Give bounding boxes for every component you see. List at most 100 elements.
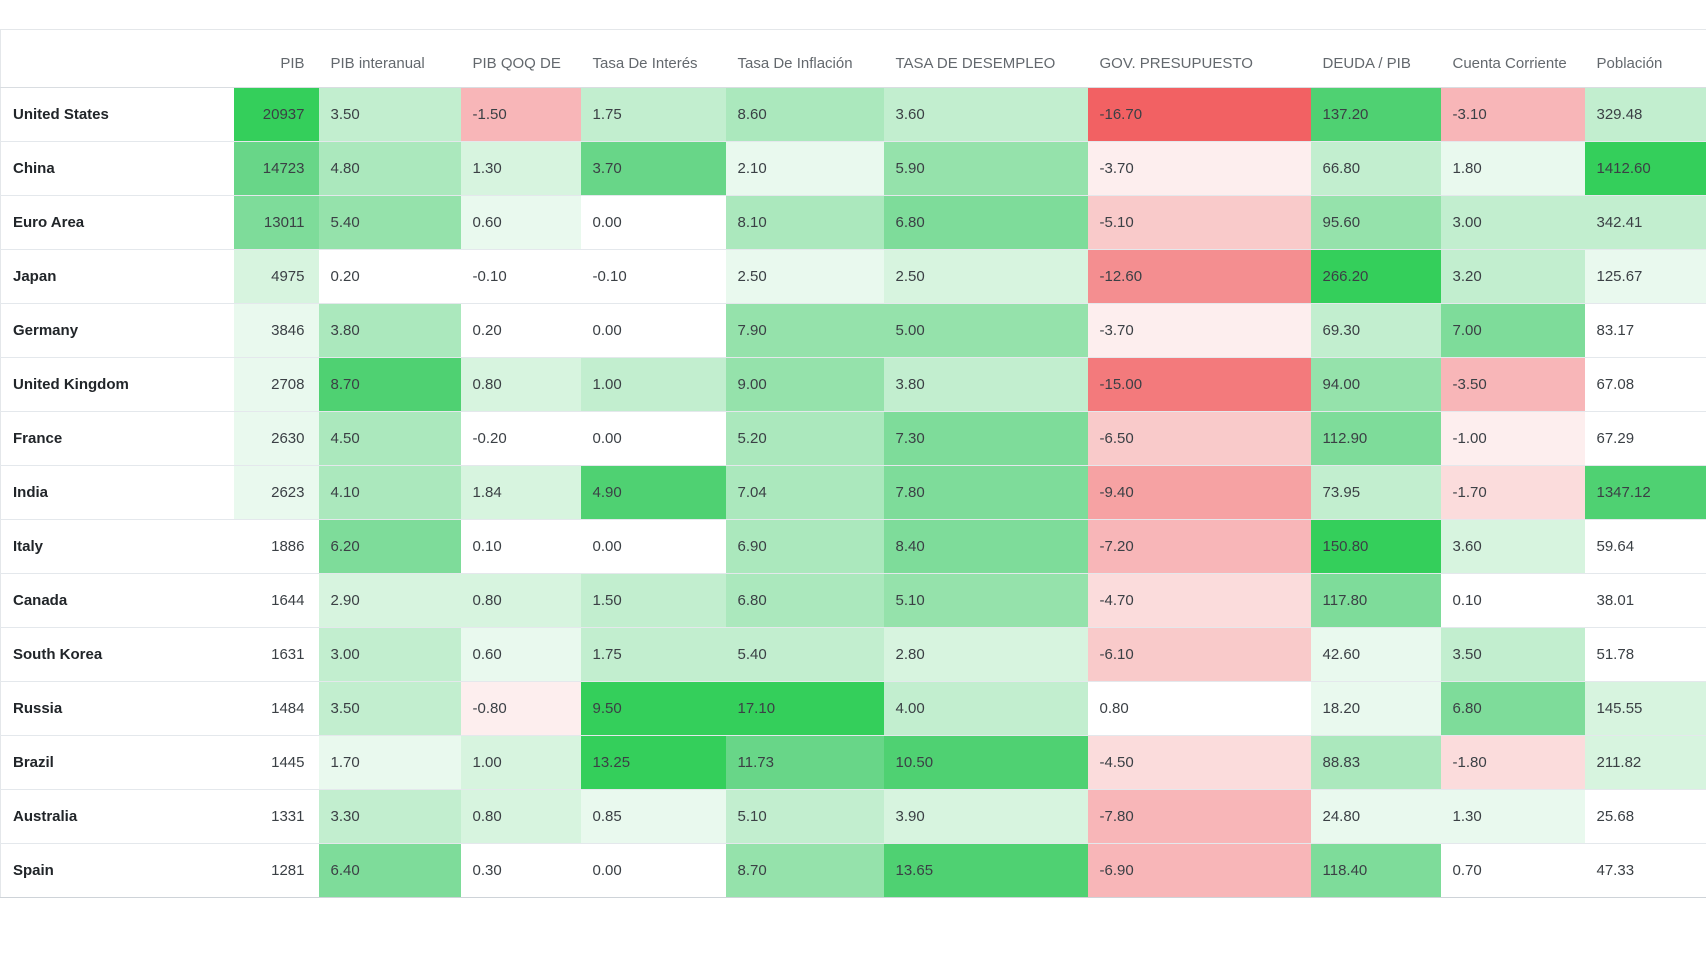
cell-poblacion: 67.08 xyxy=(1585,358,1706,412)
cell-interes: 13.25 xyxy=(581,736,726,790)
cell-inflacion: 17.10 xyxy=(726,682,884,736)
cell-interes: 1.75 xyxy=(581,628,726,682)
cell-qoq: -0.80 xyxy=(461,682,581,736)
cell-qoq: -0.20 xyxy=(461,412,581,466)
column-header-qoq[interactable]: PIB QOQ DE xyxy=(461,30,581,88)
cell-interes: 0.00 xyxy=(581,196,726,250)
cell-presupuesto: -3.70 xyxy=(1088,304,1311,358)
column-header-deuda[interactable]: DEUDA / PIB xyxy=(1311,30,1441,88)
cell-pib: 20937 xyxy=(234,88,319,142)
column-header-cuenta[interactable]: Cuenta Corriente xyxy=(1441,30,1585,88)
country-cell[interactable]: China xyxy=(1,142,234,196)
cell-inflacion: 7.90 xyxy=(726,304,884,358)
cell-inflacion: 5.40 xyxy=(726,628,884,682)
cell-pib: 1644 xyxy=(234,574,319,628)
cell-poblacion: 1412.60 xyxy=(1585,142,1706,196)
cell-interanual: 3.50 xyxy=(319,682,461,736)
country-cell[interactable]: Japan xyxy=(1,250,234,304)
column-header-desempleo[interactable]: TASA DE DESEMPLEO xyxy=(884,30,1088,88)
cell-cuenta: -3.10 xyxy=(1441,88,1585,142)
cell-pib: 2708 xyxy=(234,358,319,412)
cell-poblacion: 125.67 xyxy=(1585,250,1706,304)
cell-interes: 0.00 xyxy=(581,304,726,358)
cell-inflacion: 2.10 xyxy=(726,142,884,196)
column-header-inflacion[interactable]: Tasa De Inflación xyxy=(726,30,884,88)
country-cell[interactable]: India xyxy=(1,466,234,520)
cell-desempleo: 3.80 xyxy=(884,358,1088,412)
cell-interes: 3.70 xyxy=(581,142,726,196)
cell-presupuesto: -6.50 xyxy=(1088,412,1311,466)
cell-interanual: 3.80 xyxy=(319,304,461,358)
cell-interes: 0.00 xyxy=(581,844,726,898)
cell-pib: 1331 xyxy=(234,790,319,844)
column-header-poblacion[interactable]: Población xyxy=(1585,30,1706,88)
country-cell[interactable]: South Korea xyxy=(1,628,234,682)
country-cell[interactable]: Russia xyxy=(1,682,234,736)
cell-poblacion: 145.55 xyxy=(1585,682,1706,736)
cell-qoq: 0.80 xyxy=(461,790,581,844)
country-cell[interactable]: France xyxy=(1,412,234,466)
cell-desempleo: 5.90 xyxy=(884,142,1088,196)
cell-deuda: 73.95 xyxy=(1311,466,1441,520)
cell-presupuesto: -7.80 xyxy=(1088,790,1311,844)
cell-inflacion: 7.04 xyxy=(726,466,884,520)
cell-pib: 1631 xyxy=(234,628,319,682)
cell-interanual: 3.50 xyxy=(319,88,461,142)
cell-pib: 1281 xyxy=(234,844,319,898)
cell-cuenta: 3.20 xyxy=(1441,250,1585,304)
cell-cuenta: 3.00 xyxy=(1441,196,1585,250)
cell-desempleo: 10.50 xyxy=(884,736,1088,790)
cell-deuda: 18.20 xyxy=(1311,682,1441,736)
cell-interes: 1.00 xyxy=(581,358,726,412)
column-header-presupuesto[interactable]: GOV. PRESUPUESTO xyxy=(1088,30,1311,88)
cell-inflacion: 6.90 xyxy=(726,520,884,574)
cell-cuenta: 7.00 xyxy=(1441,304,1585,358)
cell-desempleo: 2.50 xyxy=(884,250,1088,304)
cell-presupuesto: 0.80 xyxy=(1088,682,1311,736)
cell-pib: 3846 xyxy=(234,304,319,358)
country-cell[interactable]: Canada xyxy=(1,574,234,628)
country-cell[interactable]: Brazil xyxy=(1,736,234,790)
cell-interanual: 4.10 xyxy=(319,466,461,520)
cell-desempleo: 2.80 xyxy=(884,628,1088,682)
cell-presupuesto: -16.70 xyxy=(1088,88,1311,142)
country-cell[interactable]: Australia xyxy=(1,790,234,844)
column-header-pib[interactable]: PIB xyxy=(234,30,319,88)
cell-poblacion: 1347.12 xyxy=(1585,466,1706,520)
cell-qoq: 0.80 xyxy=(461,574,581,628)
cell-deuda: 42.60 xyxy=(1311,628,1441,682)
country-cell[interactable]: United States xyxy=(1,88,234,142)
cell-interes: 0.85 xyxy=(581,790,726,844)
cell-desempleo: 7.30 xyxy=(884,412,1088,466)
cell-pib: 1445 xyxy=(234,736,319,790)
country-cell[interactable]: Spain xyxy=(1,844,234,898)
column-header-country xyxy=(1,30,234,88)
country-cell[interactable]: United Kingdom xyxy=(1,358,234,412)
column-header-interes[interactable]: Tasa De Interés xyxy=(581,30,726,88)
country-cell[interactable]: Euro Area xyxy=(1,196,234,250)
column-header-interanual[interactable]: PIB interanual xyxy=(319,30,461,88)
cell-presupuesto: -6.10 xyxy=(1088,628,1311,682)
cell-desempleo: 13.65 xyxy=(884,844,1088,898)
cell-cuenta: -1.00 xyxy=(1441,412,1585,466)
cell-desempleo: 4.00 xyxy=(884,682,1088,736)
cell-desempleo: 6.80 xyxy=(884,196,1088,250)
cell-inflacion: 2.50 xyxy=(726,250,884,304)
cell-deuda: 118.40 xyxy=(1311,844,1441,898)
cell-pib: 1886 xyxy=(234,520,319,574)
cell-inflacion: 11.73 xyxy=(726,736,884,790)
cell-pib: 2623 xyxy=(234,466,319,520)
cell-interanual: 5.40 xyxy=(319,196,461,250)
country-cell[interactable]: Italy xyxy=(1,520,234,574)
country-cell[interactable]: Germany xyxy=(1,304,234,358)
cell-poblacion: 329.48 xyxy=(1585,88,1706,142)
